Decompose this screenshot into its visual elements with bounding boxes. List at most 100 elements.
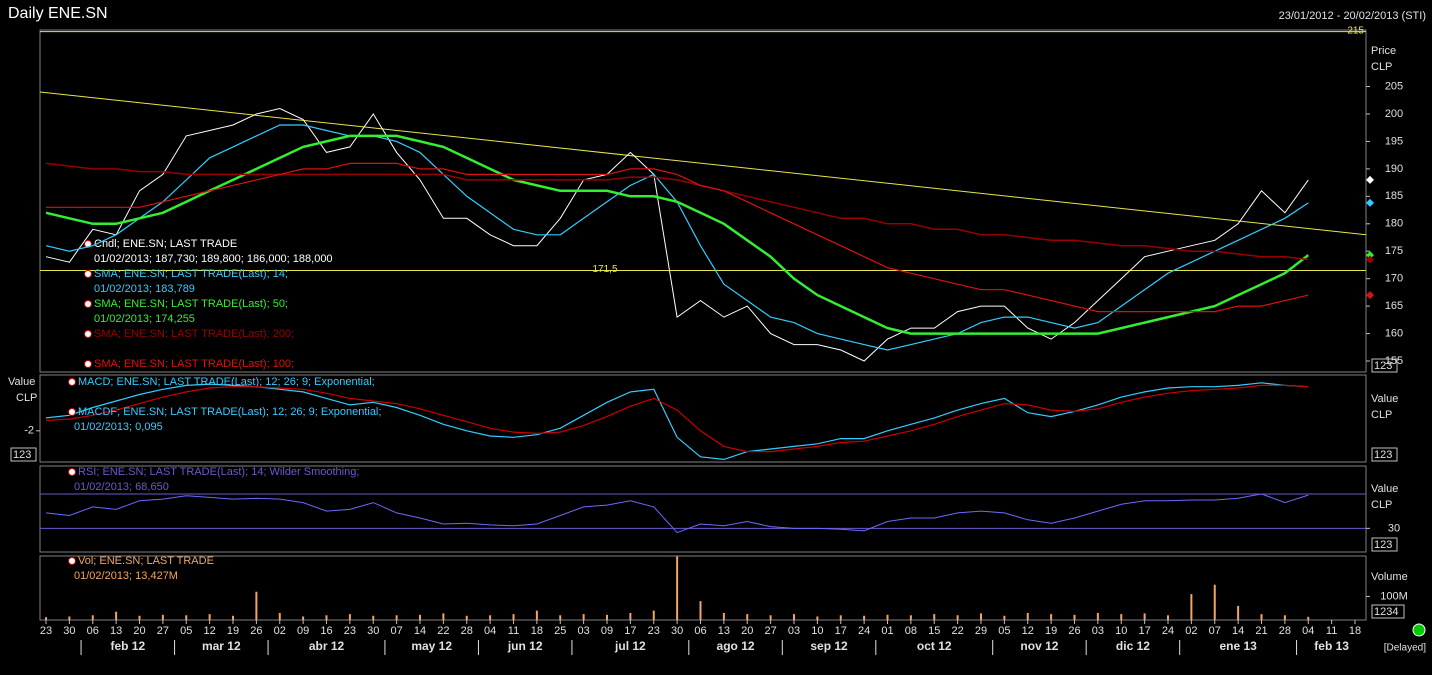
y-tick-label: 190 — [1385, 163, 1403, 175]
axis-unit: CLP — [16, 392, 37, 404]
horizontal-line-label: 171,5 — [592, 264, 617, 275]
volume-bar — [512, 614, 515, 620]
last-value-marker — [1366, 291, 1374, 300]
legend-value: 01/02/2013; 174,255 — [94, 313, 195, 325]
legend-label: SMA; ENE.SN; LAST TRADE(Last); 50; — [94, 298, 288, 310]
series-line — [45, 493, 1309, 534]
volume-bar — [582, 614, 585, 620]
y-tick-label: 165 — [1385, 300, 1403, 312]
x-tick-label: 10 — [1115, 625, 1127, 637]
panel — [39, 555, 1367, 621]
trend-line — [39, 91, 1367, 236]
volume-bar — [1120, 614, 1123, 620]
axis-title: Value — [1371, 393, 1398, 405]
volume-bar — [863, 615, 866, 620]
axis-unit: CLP — [1371, 61, 1392, 73]
x-tick-label: 22 — [437, 625, 449, 637]
legend-label: MACD; ENE.SN; LAST TRADE(Last); 12; 26; … — [78, 376, 375, 388]
volume-bar — [535, 610, 538, 620]
month-label: may 12 — [411, 639, 452, 653]
volume-bar — [185, 615, 188, 620]
legend-label: RSI; ENE.SN; LAST TRADE(Last); 14; Wilde… — [78, 466, 359, 478]
series-line — [46, 162, 1309, 313]
legend-label: SMA; ENE.SN; LAST TRADE(Last); 200; — [94, 328, 294, 340]
volume-bar — [91, 615, 94, 620]
x-tick-label: 16 — [320, 625, 332, 637]
last-value-marker — [1366, 251, 1374, 260]
legend-label: SMA; ENE.SN; LAST TRADE(Last); 100; — [94, 358, 294, 370]
x-tick-label: 24 — [1162, 625, 1174, 637]
volume-bar — [465, 615, 468, 620]
volume-bar — [816, 616, 819, 620]
y-tick-label: 205 — [1385, 80, 1403, 92]
volume-bar — [442, 613, 445, 620]
x-tick-label: 18 — [531, 625, 543, 637]
volume-bar — [1190, 594, 1193, 620]
series-line — [45, 384, 1309, 453]
volume-bar — [115, 611, 118, 620]
y-tick-label: 180 — [1385, 218, 1403, 230]
volume-bar — [68, 616, 71, 620]
axis-title: Value — [8, 376, 35, 388]
y-tick-label: -2 — [24, 425, 34, 437]
x-tick-label: 06 — [694, 625, 706, 637]
month-label: abr 12 — [309, 639, 345, 653]
x-tick-label: 01 — [881, 625, 893, 637]
legend-icon — [68, 378, 76, 386]
status: [Delayed] — [1384, 643, 1426, 654]
y-tick-label: 195 — [1385, 135, 1403, 147]
y-tick-label: 155 — [1385, 355, 1403, 367]
last-value-marker — [1366, 198, 1374, 207]
panel — [39, 29, 1367, 373]
x-tick-label: 23 — [40, 625, 52, 637]
legend-icon — [84, 240, 92, 248]
month-label: ago 12 — [717, 639, 755, 653]
volume-bar — [1050, 614, 1053, 620]
legend-value: 01/02/2013; 68,650 — [74, 481, 169, 493]
y-tick-label: 30 — [1388, 522, 1400, 534]
legend-icon — [84, 270, 92, 278]
volume-bar — [886, 614, 889, 620]
legend-label: SMA; ENE.SN; LAST TRADE(Last); 14; — [94, 268, 288, 280]
axis-title: Volume — [1371, 571, 1408, 583]
last-value-marker — [1366, 255, 1374, 264]
volume-bar — [793, 614, 795, 620]
volume-bar — [956, 615, 959, 620]
volume-bar — [1026, 612, 1029, 620]
volume-bar — [980, 613, 982, 620]
x-tick-label: 19 — [1045, 625, 1057, 637]
x-tick-label: 22 — [952, 625, 964, 637]
x-tick-label: 21 — [1255, 625, 1267, 637]
axis-title: Price — [1371, 45, 1396, 57]
volume-bar — [1213, 584, 1216, 620]
volume-bar — [161, 614, 164, 620]
horizontal-line-label: 215 — [1347, 25, 1364, 36]
x-tick-label: 18 — [1349, 625, 1361, 637]
volume-bar — [419, 614, 421, 620]
month-label: feb 12 — [110, 639, 145, 653]
x-tick-label: 04 — [484, 625, 496, 637]
x-tick-label: 09 — [601, 625, 613, 637]
month-label: jun 12 — [507, 639, 543, 653]
x-tick-label: 13 — [718, 625, 730, 637]
volume-bar — [629, 612, 632, 620]
axis-unit: CLP — [1371, 499, 1392, 511]
volume-bar — [372, 615, 375, 620]
volume-bar — [1283, 615, 1286, 620]
volume-bar — [395, 615, 398, 620]
x-tick-label: 03 — [1092, 625, 1104, 637]
x-tick-label: 14 — [414, 625, 426, 637]
x-tick-label: 08 — [905, 625, 917, 637]
x-tick-label: 29 — [975, 625, 987, 637]
x-tick-label: 15 — [928, 625, 940, 637]
y-tick-label: 200 — [1385, 108, 1403, 120]
x-tick-label: 02 — [1185, 625, 1197, 637]
x-tick-label: 20 — [133, 625, 145, 637]
volume-bar — [325, 615, 328, 620]
volume-bar — [232, 615, 234, 620]
panel — [39, 374, 1367, 463]
x-tick-label: 05 — [180, 625, 192, 637]
x-tick-label: 30 — [367, 625, 379, 637]
x-tick-label: 24 — [858, 625, 870, 637]
